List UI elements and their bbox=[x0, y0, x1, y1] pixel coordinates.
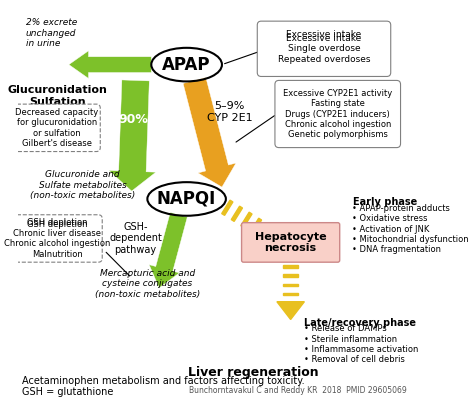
Polygon shape bbox=[109, 80, 156, 191]
Polygon shape bbox=[283, 293, 299, 295]
Polygon shape bbox=[283, 274, 299, 277]
Text: GSH-
dependent
pathway: GSH- dependent pathway bbox=[109, 222, 162, 255]
Text: GSH depletion
Chronic liver disease
Chronic alcohol ingestion
Malnutrition: GSH depletion Chronic liver disease Chro… bbox=[4, 219, 110, 259]
Text: Hepatocyte
necrosis: Hepatocyte necrosis bbox=[255, 232, 327, 253]
Text: APAP: APAP bbox=[163, 56, 211, 74]
Text: Bunchorntavakul C and Reddy KR  2018  PMID 29605069: Bunchorntavakul C and Reddy KR 2018 PMID… bbox=[189, 385, 406, 395]
Text: 5–9%
CYP 2E1: 5–9% CYP 2E1 bbox=[207, 101, 253, 123]
Text: GSH depletion: GSH depletion bbox=[27, 220, 87, 229]
Polygon shape bbox=[283, 284, 299, 286]
FancyBboxPatch shape bbox=[242, 223, 340, 262]
Polygon shape bbox=[283, 256, 299, 259]
Text: Early phase: Early phase bbox=[354, 197, 418, 207]
FancyBboxPatch shape bbox=[257, 21, 391, 77]
Text: Decreased capacity
for glucuronidation
or sulfation
Gilbert's disease: Decreased capacity for glucuronidation o… bbox=[16, 108, 99, 148]
FancyBboxPatch shape bbox=[12, 215, 102, 262]
Text: Excessive CYP2E1 activity
Fasting state
Drugs (CYP2E1 inducers)
Chronic alcohol : Excessive CYP2E1 activity Fasting state … bbox=[283, 89, 392, 139]
Polygon shape bbox=[149, 213, 187, 288]
Polygon shape bbox=[222, 200, 233, 215]
Text: • Release of DAMPs
• Sterile inflammation
• Inflammasome activation
• Removal of: • Release of DAMPs • Sterile inflammatio… bbox=[303, 324, 418, 365]
Text: Glucuronide and
Sulfate metabolites
(non-toxic metabolites): Glucuronide and Sulfate metabolites (non… bbox=[30, 170, 135, 200]
Text: • APAP-protein adducts
• Oxidative stress
• Activation of JNK
• Mitochondrial dy: • APAP-protein adducts • Oxidative stres… bbox=[352, 204, 469, 254]
Polygon shape bbox=[283, 265, 299, 268]
FancyBboxPatch shape bbox=[14, 104, 100, 152]
Polygon shape bbox=[183, 77, 236, 187]
Polygon shape bbox=[277, 302, 304, 320]
Polygon shape bbox=[231, 206, 243, 221]
Polygon shape bbox=[241, 212, 252, 227]
Text: Liver regeneration: Liver regeneration bbox=[188, 367, 319, 379]
Polygon shape bbox=[260, 224, 271, 239]
Text: 2% excrete
unchanged
in urine: 2% excrete unchanged in urine bbox=[26, 18, 77, 48]
Text: Late/recovery phase: Late/recovery phase bbox=[304, 318, 416, 328]
Polygon shape bbox=[69, 51, 151, 79]
Text: 90%: 90% bbox=[118, 113, 148, 126]
Text: Excessive intake: Excessive intake bbox=[286, 30, 362, 39]
Text: Mercapturic acid and
cysteine conjugates
(non-toxic metabolites): Mercapturic acid and cysteine conjugates… bbox=[95, 269, 200, 299]
Text: NAPQI: NAPQI bbox=[157, 190, 216, 208]
Text: Acetaminophen metabolism and factors affecting toxicity.
GSH = glutathione: Acetaminophen metabolism and factors aff… bbox=[22, 376, 304, 397]
Text: Glucuronidation
Sulfation: Glucuronidation Sulfation bbox=[7, 85, 107, 107]
FancyBboxPatch shape bbox=[275, 81, 401, 148]
Text: Excessive intake
Single overdose
Repeated overdoses: Excessive intake Single overdose Repeate… bbox=[278, 34, 370, 64]
Polygon shape bbox=[250, 218, 262, 233]
Polygon shape bbox=[266, 225, 289, 249]
